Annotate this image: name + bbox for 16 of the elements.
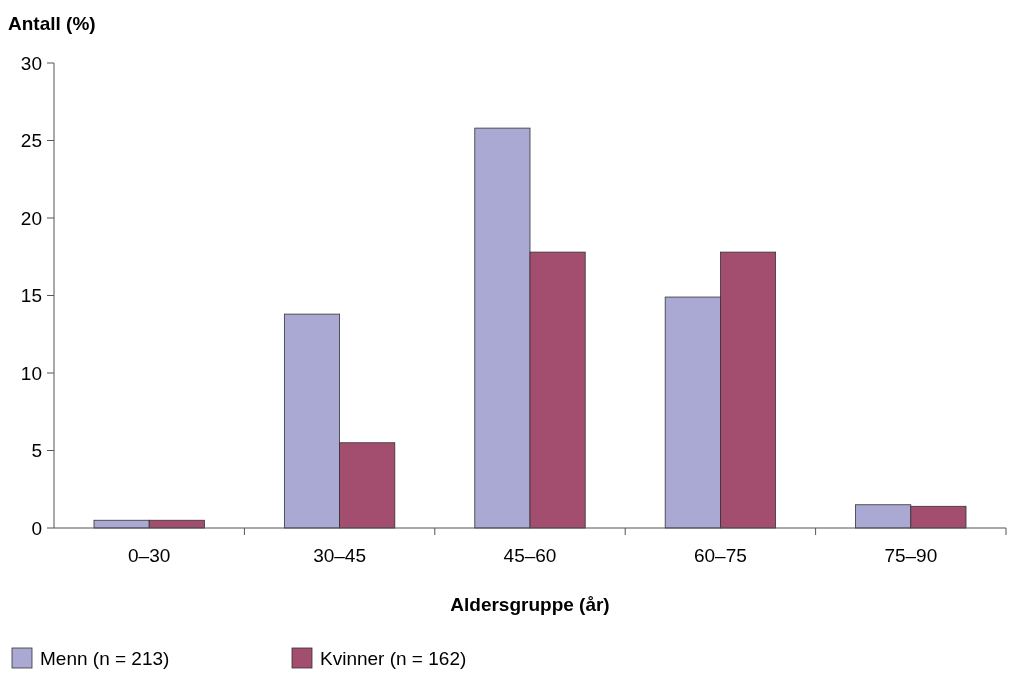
y-tick-label: 30 xyxy=(20,52,42,74)
x-tick-label: 45–60 xyxy=(503,545,557,566)
y-tick-label: 10 xyxy=(20,362,42,384)
x-tick-label: 30–45 xyxy=(313,545,367,566)
y-tick-label: 15 xyxy=(20,285,42,307)
y-tick-label: 25 xyxy=(20,130,42,152)
legend-label: Kvinner (n = 162) xyxy=(320,647,467,669)
x-tick-label: 0–30 xyxy=(128,545,171,566)
x-tick-label: 60–75 xyxy=(693,545,747,566)
y-tick-label: 0 xyxy=(31,517,42,539)
y-axis-title: Antall (%) xyxy=(8,13,96,34)
y-tick-label: 5 xyxy=(31,440,42,462)
x-tick-label: 75–90 xyxy=(884,545,938,566)
x-axis-title: Aldersgruppe (år) xyxy=(450,594,610,615)
legend-label: Menn (n = 213) xyxy=(40,647,170,669)
y-tick-label: 20 xyxy=(20,207,42,229)
